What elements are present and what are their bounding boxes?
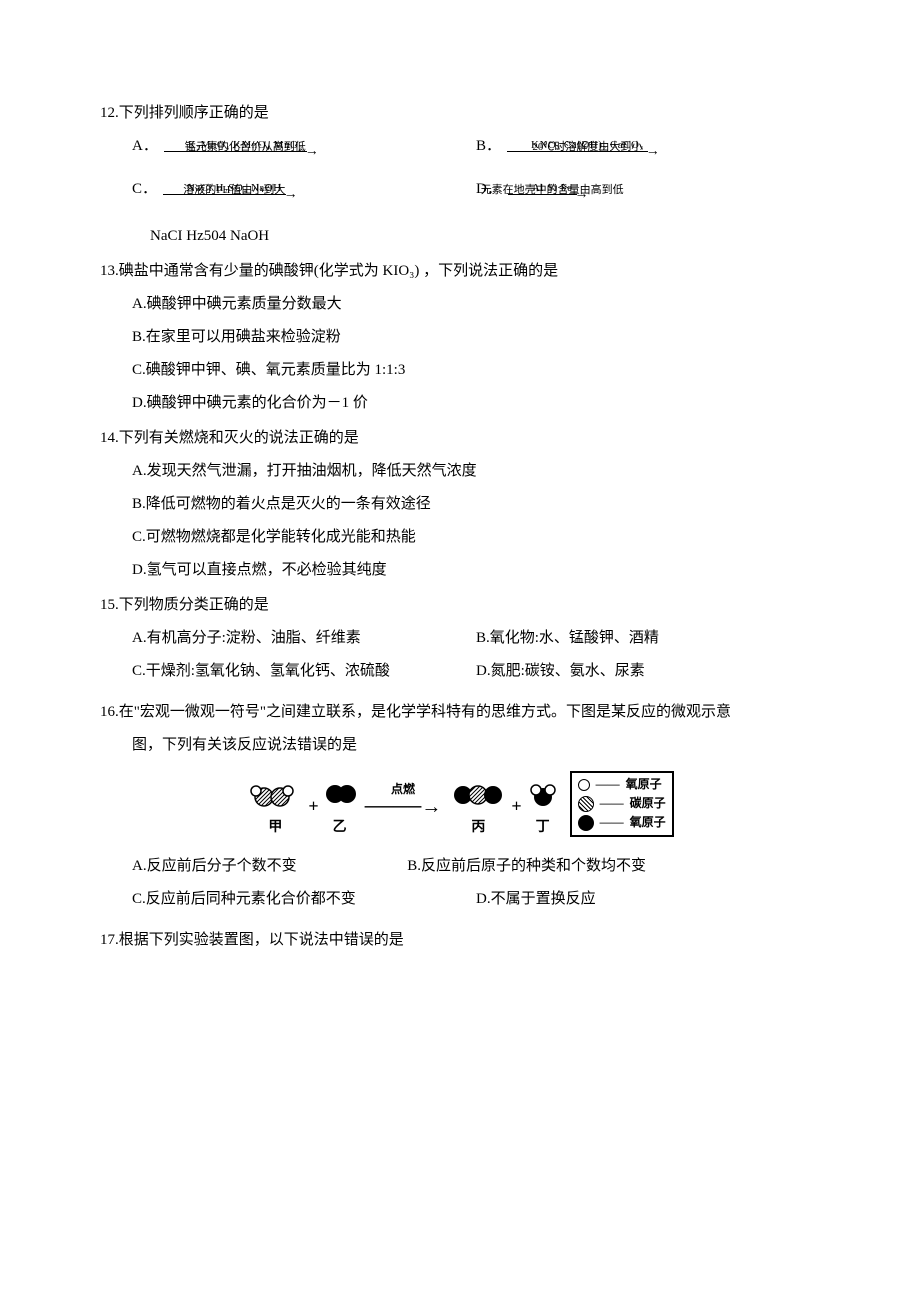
reaction-arrow: 点燃 ────→	[365, 779, 442, 813]
question-13: 13.碘盐中通常含有少量的碘酸钾(化学式为 KIO₃) ，下列说法正确的是 A.…	[100, 258, 820, 417]
plus-icon: +	[308, 790, 318, 822]
arrow-bottom: 20℃时溶解度由大到小	[532, 141, 642, 153]
q15-option-b: B.氧化物:水、锰酸钾、酒精	[476, 625, 820, 652]
label-ding: 丁	[536, 815, 550, 840]
q16-option-b: B.反应前后原子的种类和个数均不变	[407, 853, 820, 880]
q15-option-a: A.有机高分子:淀粉、油脂、纤维素	[132, 625, 476, 652]
q14-stem: 14.下列有关燃烧和灭火的说法正确的是	[100, 425, 820, 452]
arrow-diagram: K₂MnO₄ KMnO₄ MnO₂ 锰元素的化合价从高到低 →	[164, 133, 319, 158]
legend-h: —— 氧原子	[578, 775, 666, 794]
option-label: C．	[132, 176, 157, 203]
q16-option-d: D.不属于置换反应	[476, 886, 820, 913]
q12-option-d: D． Al Si Fe 元素在地壳中的含量由高到低 →	[476, 176, 820, 203]
legend: —— 氧原子 —— 碳原子 —— 氧原子	[570, 771, 674, 837]
q16-stem1: 16.在"宏观一微观一符号"之间建立联系，是化学学科特有的思维方式。下图是某反应…	[100, 699, 820, 726]
q16-options: A.反应前后分子个数不变 B.反应前后原子的种类和个数均不变 C.反应前后同种元…	[100, 853, 820, 919]
q15-options: A.有机高分子:淀粉、油脂、纤维素 B.氧化物:水、锰酸钾、酒精 C.干燥剂:氢…	[100, 625, 820, 691]
plus-icon: +	[511, 790, 521, 822]
q13-option-a: A.碘酸钾中碘元素质量分数最大	[100, 291, 820, 318]
arrow-head-icon: →	[305, 139, 319, 164]
arrow-head-icon: →	[575, 182, 589, 207]
arrow-bottom: 元素在地壳中的含量由高到低	[481, 184, 624, 196]
q13-option-c: C.碘酸钾中钾、碘、氧元素质量比为 1:1:3	[100, 357, 820, 384]
q12-option-c: C． NaCl H₂SO₄ NaOH 溶液的PH值由小到大 →	[132, 176, 476, 203]
q12-option-b: B． KNO₃ Ca(OH)₂ CaCO₃ 20℃时溶解度由大到小 →	[476, 133, 820, 160]
arrow-diagram: Al Si Fe 元素在地壳中的含量由高到低 →	[508, 176, 589, 201]
q14-option-a: A.发现天然气泄漏，打开抽油烟机，降低天然气浓度	[100, 458, 820, 485]
q16-stem2: 图，下列有关该反应说法错误的是	[100, 732, 820, 759]
molecule-bing: 丙	[449, 777, 507, 840]
q12-option-a: A． K₂MnO₄ KMnO₄ MnO₂ 锰元素的化合价从高到低 →	[132, 133, 476, 160]
arrow-bottom: 溶液的PH值由小到大	[183, 184, 285, 196]
q14-option-b: B.降低可燃物的着火点是灭火的一条有效途径	[100, 491, 820, 518]
legend-c-label: 碳原子	[630, 794, 666, 813]
molecule-ding: 丁	[526, 777, 560, 840]
legend-h-label: 氧原子	[626, 775, 662, 794]
arrow-diagram: KNO₃ Ca(OH)₂ CaCO₃ 20℃时溶解度由大到小 →	[507, 133, 660, 158]
label-bing: 丙	[471, 815, 485, 840]
hydrogen-atom-icon	[578, 779, 590, 791]
q13-option-d: D.碘酸钾中碘元素的化合价为－1 价	[100, 390, 820, 417]
q16-diagram: 甲 + 乙 点燃 ────→	[100, 771, 820, 841]
q12-note: NaCI Hz504 NaOH	[100, 223, 820, 250]
question-17: 17.根据下列实验装置图，以下说法中错误的是	[100, 927, 820, 954]
oxygen-atom-icon	[578, 815, 594, 831]
q17-stem: 17.根据下列实验装置图，以下说法中错误的是	[100, 927, 820, 954]
question-15: 15.下列物质分类正确的是 A.有机高分子:淀粉、油脂、纤维素 B.氧化物:水、…	[100, 592, 820, 691]
option-label: A．	[132, 133, 158, 160]
q14-option-c: C.可燃物燃烧都是化学能转化成光能和热能	[100, 524, 820, 551]
q15-option-d: D.氮肥:碳铵、氨水、尿素	[476, 658, 820, 685]
arrow-diagram: NaCl H₂SO₄ NaOH 溶液的PH值由小到大 →	[163, 176, 298, 201]
q12-options: A． K₂MnO₄ KMnO₄ MnO₂ 锰元素的化合价从高到低 → B． KN…	[100, 133, 820, 166]
q14-option-d: D.氢气可以直接点燃，不必检验其纯度	[100, 557, 820, 584]
carbon-atom-icon	[578, 796, 594, 812]
legend-o: —— 氧原子	[578, 813, 666, 832]
legend-c: —— 碳原子	[578, 794, 666, 813]
question-16: 16.在"宏观一微观一符号"之间建立联系，是化学学科特有的思维方式。下图是某反应…	[100, 699, 820, 919]
q15-option-c: C.干燥剂:氢氧化钠、氢氧化钙、浓硫酸	[132, 658, 476, 685]
arrow-head-icon: →	[284, 182, 298, 207]
question-12: 12.下列排列顺序正确的是 A． K₂MnO₄ KMnO₄ MnO₂ 锰元素的化…	[100, 100, 820, 250]
question-14: 14.下列有关燃烧和灭火的说法正确的是 A.发现天然气泄漏，打开抽油烟机，降低天…	[100, 425, 820, 584]
q13-stem: 13.碘盐中通常含有少量的碘酸钾(化学式为 KIO₃) ，下列说法正确的是	[100, 258, 820, 285]
q15-stem: 15.下列物质分类正确的是	[100, 592, 820, 619]
arrow-head-icon: →	[646, 139, 660, 164]
q16-option-a: A.反应前后分子个数不变	[132, 853, 407, 880]
q13-option-b: B.在家里可以用碘盐来检验淀粉	[100, 324, 820, 351]
q12-options: C． NaCl H₂SO₄ NaOH 溶液的PH值由小到大 → D． Al Si…	[100, 176, 820, 209]
q12-stem: 12.下列排列顺序正确的是	[100, 100, 820, 127]
molecule-yi: 乙	[323, 777, 357, 840]
molecule-jia: 甲	[246, 777, 304, 840]
option-label: B．	[476, 133, 501, 160]
label-jia: 甲	[268, 815, 282, 840]
label-yi: 乙	[333, 815, 347, 840]
q16-option-c: C.反应前后同种元素化合价都不变	[132, 886, 476, 913]
legend-o-label: 氧原子	[630, 813, 666, 832]
arrow-bottom: 锰元素的化合价从高到低	[185, 141, 306, 153]
